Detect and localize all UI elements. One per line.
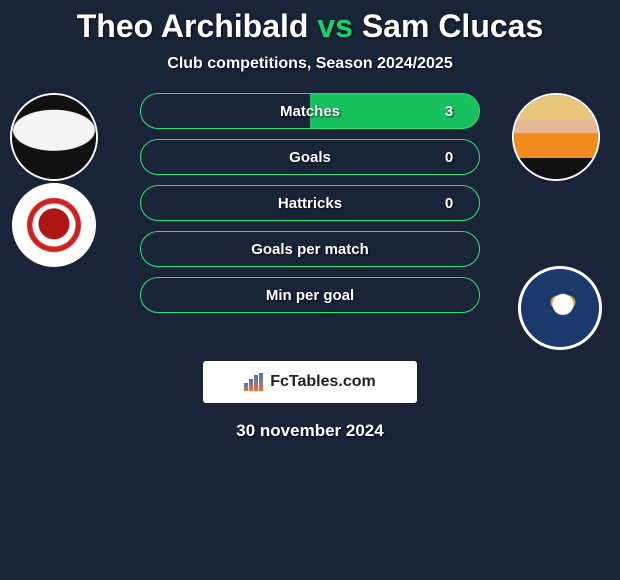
stat-label: Goals per match	[201, 241, 419, 258]
player2-photo-placeholder	[514, 95, 598, 179]
stat-label: Hattricks	[201, 195, 419, 212]
stat-row-hattricks: Hattricks 0	[140, 185, 480, 221]
page-title: Theo Archibald vs Sam Clucas	[0, 0, 620, 45]
stat-label: Matches	[201, 103, 419, 120]
stat-rows: Matches 3 Goals 0 Hattricks 0 Goals per …	[140, 93, 480, 323]
stat-label: Goals	[201, 149, 419, 166]
title-player2: Sam Clucas	[362, 8, 543, 44]
stat-row-goals: Goals 0	[140, 139, 480, 175]
stat-right: 0	[419, 149, 479, 166]
subtitle: Club competitions, Season 2024/2025	[0, 55, 620, 73]
player1-photo-placeholder	[12, 95, 96, 179]
stat-right: 3	[419, 103, 479, 120]
stat-row-matches: Matches 3	[140, 93, 480, 129]
player2-club-badge	[518, 266, 602, 350]
player1-photo	[10, 93, 98, 181]
title-vs: vs	[317, 8, 353, 44]
player2-photo	[512, 93, 600, 181]
stat-row-goals-per-match: Goals per match	[140, 231, 480, 267]
comparison-panel: Matches 3 Goals 0 Hattricks 0 Goals per …	[0, 101, 620, 351]
stat-row-min-per-goal: Min per goal	[140, 277, 480, 313]
branding-text: FcTables.com	[270, 373, 376, 391]
date-text: 30 november 2024	[0, 421, 620, 441]
branding-bars-icon	[244, 373, 264, 391]
player1-club-badge	[12, 183, 96, 267]
stat-label: Min per goal	[201, 287, 419, 304]
stat-right: 0	[419, 195, 479, 212]
branding-badge: FcTables.com	[203, 361, 417, 403]
title-player1: Theo Archibald	[77, 8, 309, 44]
